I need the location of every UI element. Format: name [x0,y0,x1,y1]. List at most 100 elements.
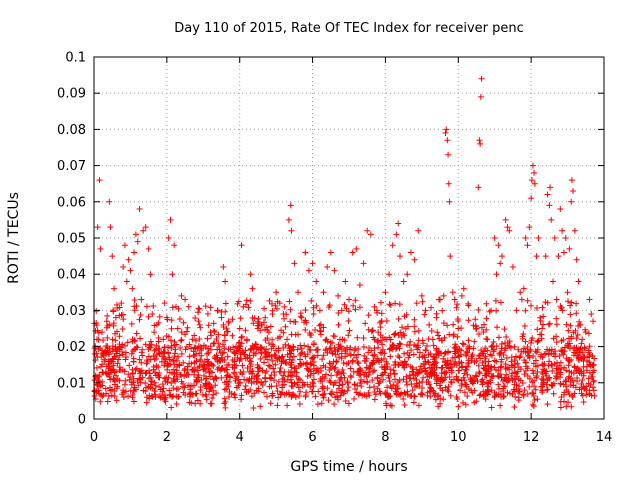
data-point [575,278,582,285]
data-point [586,361,593,368]
data-point [112,314,119,321]
data-point [255,315,262,322]
data-point [463,348,470,355]
data-point [132,231,139,238]
data-point [301,342,308,349]
data-point [364,378,371,385]
data-point [150,352,157,359]
data-point [546,374,553,381]
data-point [177,345,184,352]
data-point [586,390,593,397]
data-point [229,316,236,323]
data-point [264,356,271,363]
data-point [105,365,112,372]
data-point [389,341,396,348]
data-point [565,342,572,349]
data-point [392,358,399,365]
data-point [274,402,281,409]
data-point [151,322,158,329]
data-point [178,292,185,299]
data-point [214,307,221,314]
data-point [401,389,408,396]
data-point [291,368,298,375]
data-point [440,292,447,299]
data-point [586,369,593,376]
data-point [413,366,420,373]
data-point [291,260,298,267]
data-point [335,292,342,299]
data-point [281,303,288,310]
data-point [288,331,295,338]
data-point [257,327,264,334]
y-tick-label: 0.01 [57,376,86,391]
data-point [545,321,552,328]
data-point [395,316,402,323]
data-point [354,359,361,366]
data-point [122,356,129,363]
data-point [527,340,534,347]
data-point [571,363,578,370]
data-point [401,401,408,408]
data-point [273,382,280,389]
data-point [159,381,166,388]
data-point [204,345,211,352]
data-point [483,335,490,342]
data-point [371,396,378,403]
data-point [529,401,536,408]
data-point [469,355,476,362]
data-point [579,377,586,384]
data-point [262,378,269,385]
data-point [573,310,580,317]
data-point [116,377,123,384]
data-point [501,344,508,351]
data-point [446,198,453,205]
data-point [538,335,545,342]
data-point [488,344,495,351]
data-point [371,345,378,352]
data-point [517,377,524,384]
data-point [213,390,220,397]
data-point [151,356,158,363]
data-point [419,298,426,305]
data-point [178,329,185,336]
data-point [501,326,508,333]
data-point [426,381,433,388]
data-point [221,356,228,363]
data-point [287,318,294,325]
data-point [164,316,171,323]
data-point [483,300,490,307]
data-point [238,392,245,399]
data-point [513,386,520,393]
data-point [458,325,465,332]
data-point [260,319,267,326]
data-point [269,307,276,314]
data-point [275,378,282,385]
data-point [190,348,197,355]
data-point [542,253,549,260]
data-point [509,390,516,397]
data-point [580,369,587,376]
data-point [350,368,357,375]
data-point [482,353,489,360]
data-point [500,393,507,400]
data-point [316,307,323,314]
data-point [265,362,272,369]
data-point [347,365,354,372]
data-point [261,346,268,353]
data-point [225,394,232,401]
data-point [567,311,574,318]
data-point [320,362,327,369]
data-point [272,361,279,368]
data-point [131,296,138,303]
data-point [356,282,363,289]
data-point [222,398,229,405]
data-point [284,402,291,409]
data-point [118,300,125,307]
data-point [404,271,411,278]
data-point [531,396,538,403]
data-point [343,305,350,312]
data-point [524,365,531,372]
data-point [346,327,353,334]
data-point [392,345,399,352]
data-point [495,242,502,249]
